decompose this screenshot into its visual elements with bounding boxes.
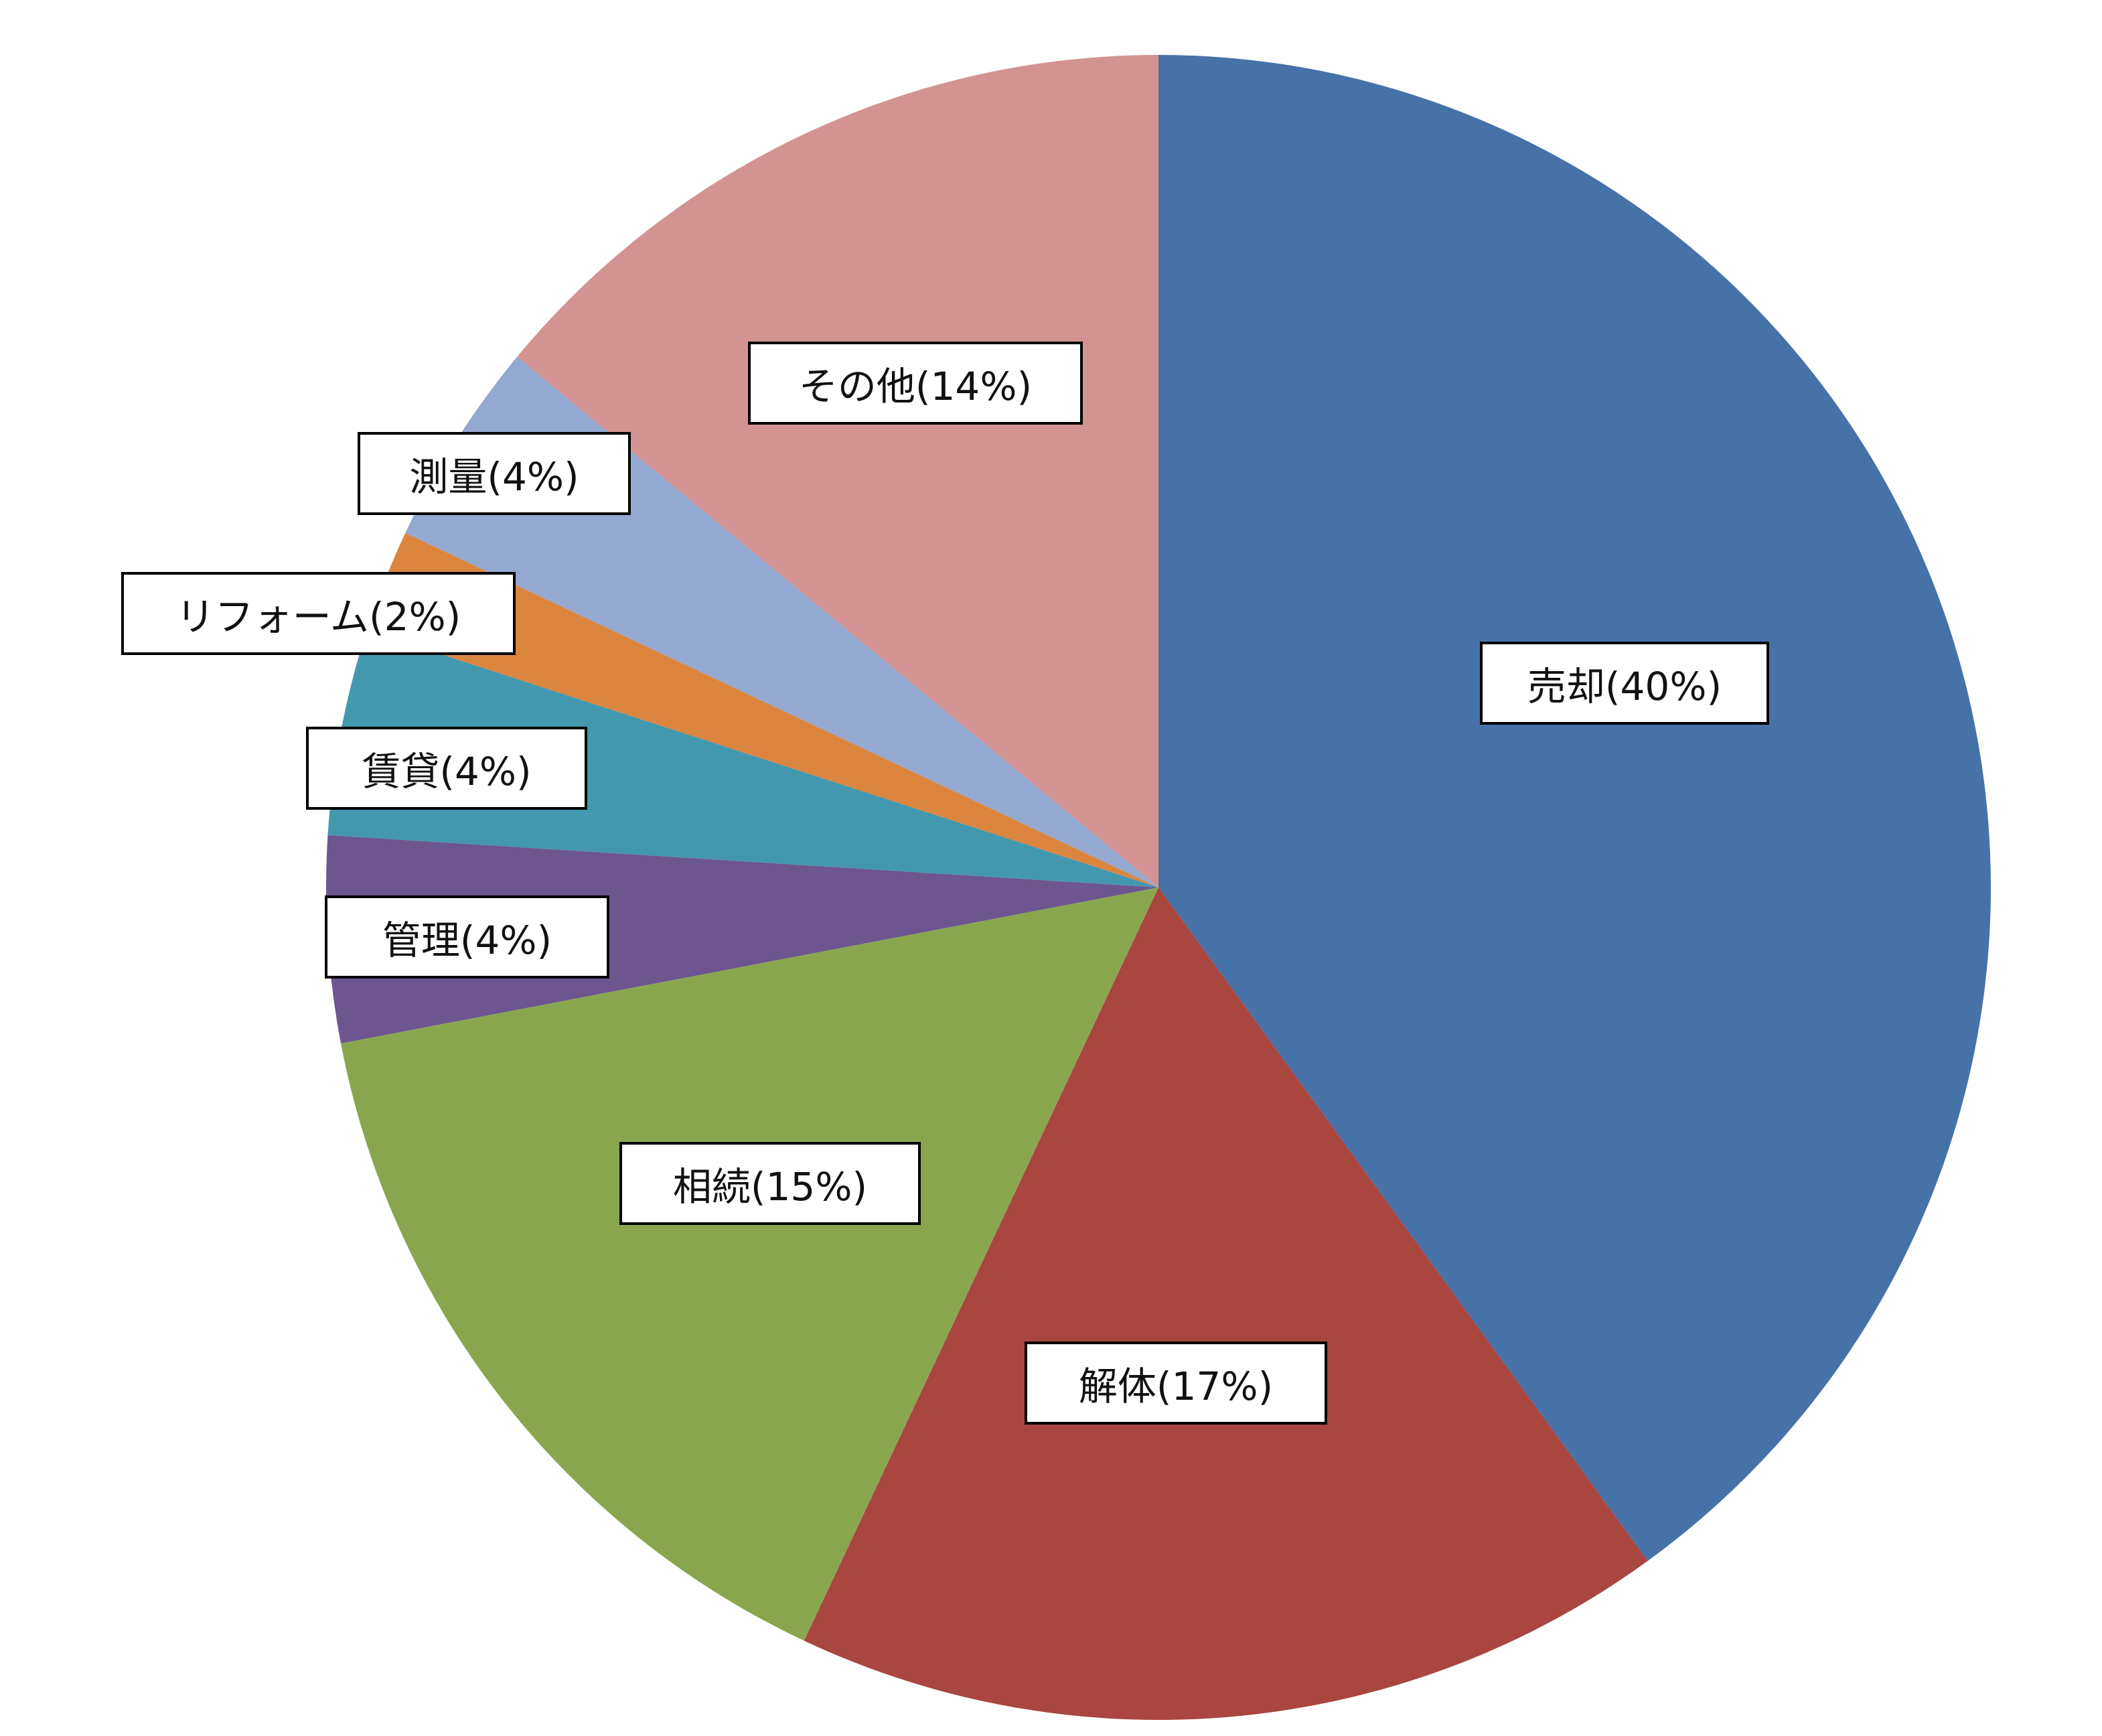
pie-slice-reform xyxy=(366,532,1158,887)
data-label-kanri: 管理(4%) xyxy=(325,895,609,979)
pie-slice-kanri xyxy=(325,835,1158,1043)
pie-slice-sonota xyxy=(517,55,1158,887)
data-label-reform: リフォーム(2%) xyxy=(121,572,516,655)
pie-slice-baikyaku xyxy=(1158,55,1992,1561)
data-label-kaitai: 解体(17%) xyxy=(1025,1342,1327,1425)
data-label-sokuryou: 測量(4%) xyxy=(358,432,631,515)
pie-slices xyxy=(325,55,1992,1721)
data-label-souzoku: 相続(15%) xyxy=(619,1142,921,1225)
data-label-chintai: 賃貸(4%) xyxy=(306,727,587,810)
pie-slice-chintai xyxy=(327,630,1159,887)
pie-slice-souzoku xyxy=(341,887,1158,1641)
data-label-baikyaku: 売却(40%) xyxy=(1480,642,1769,725)
pie-slice-kaitai xyxy=(804,887,1648,1721)
data-label-sonota: その他(14%) xyxy=(748,342,1083,425)
